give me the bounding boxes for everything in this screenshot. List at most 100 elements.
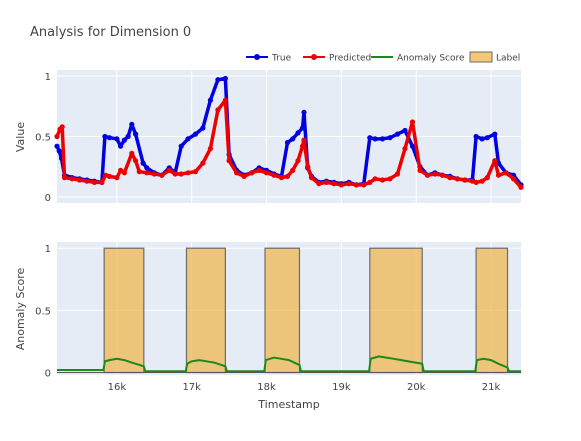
data-point-true: [106, 135, 112, 141]
legend-item-predicted[interactable]: Predicted: [303, 54, 371, 64]
data-point-predicted: [84, 178, 90, 184]
data-point-true: [394, 131, 401, 137]
data-point-true: [367, 135, 373, 141]
data-point-predicted: [207, 146, 213, 152]
y-tick-label: 0: [45, 193, 51, 204]
legend-item-label[interactable]: Label: [469, 51, 520, 64]
data-point-predicted: [290, 167, 296, 173]
data-point-predicted: [338, 182, 344, 188]
data-point-true: [133, 131, 139, 137]
data-point-predicted: [284, 173, 291, 179]
data-point-predicted: [129, 150, 135, 156]
data-point-predicted: [447, 175, 453, 181]
data-point-true: [301, 109, 307, 115]
anomaly-score-line: [57, 355, 521, 373]
data-point-predicted: [323, 179, 329, 185]
data-point-predicted: [518, 184, 524, 190]
legend[interactable]: True Predicted Anomaly Score Label: [246, 51, 520, 64]
data-point-true: [144, 165, 150, 171]
chart-title: Analysis for Dimension 0: [30, 25, 191, 40]
data-point-predicted: [402, 146, 408, 152]
data-point-predicted: [387, 176, 393, 182]
data-point-predicted: [479, 178, 485, 184]
data-point-predicted: [346, 181, 352, 187]
data-point-predicted: [59, 124, 65, 130]
data-point-predicted: [295, 158, 301, 164]
top-panel-y-axis-label: Value: [14, 122, 27, 152]
data-point-predicted: [361, 182, 367, 188]
data-point-predicted: [121, 170, 127, 176]
top-panel-series: [54, 75, 524, 190]
data-point-predicted: [215, 107, 221, 113]
data-point-predicted: [495, 172, 502, 178]
data-point-predicted: [106, 173, 112, 179]
data-point-predicted: [54, 133, 60, 140]
data-point-true: [409, 143, 416, 149]
data-point-predicted: [417, 167, 423, 173]
data-point-predicted: [492, 158, 498, 164]
data-point-true: [215, 77, 221, 83]
x-tick-label: 18k: [257, 382, 276, 393]
label-interval-box: [264, 247, 301, 374]
data-point-true: [387, 135, 393, 141]
data-point-true: [54, 143, 60, 149]
data-point-true: [178, 143, 184, 149]
y-tick-label: 1: [45, 72, 51, 83]
legend-item-true[interactable]: True: [246, 54, 292, 64]
y-tick-label: 1: [45, 244, 51, 255]
bottom-panel-y-ticks: 00.51: [35, 244, 51, 379]
data-point-true: [484, 135, 490, 141]
data-point-true: [402, 127, 408, 134]
data-point-predicted: [424, 172, 431, 178]
data-point-true: [56, 148, 62, 154]
data-point-predicted: [99, 179, 105, 185]
data-point-predicted: [256, 167, 262, 173]
data-point-true: [185, 136, 191, 142]
data-point-predicted: [61, 175, 68, 181]
data-point-predicted: [241, 173, 247, 179]
data-point-predicted: [367, 179, 373, 185]
data-point-true: [114, 136, 120, 142]
legend-marker: [254, 54, 260, 60]
data-point-true: [125, 133, 131, 140]
data-point-predicted: [409, 119, 416, 125]
bottom-panel-label-intervals: [103, 247, 509, 374]
top-panel-y-ticks: 00.51: [35, 72, 51, 204]
data-point-predicted: [133, 158, 139, 164]
data-point-true: [492, 131, 498, 137]
data-point-true: [284, 139, 291, 146]
data-point-predicted: [510, 176, 517, 182]
data-point-predicted: [484, 175, 490, 181]
data-point-predicted: [249, 170, 255, 176]
data-point-predicted: [263, 170, 270, 176]
label-interval-box: [103, 247, 145, 374]
data-point-predicted: [114, 175, 120, 181]
y-tick-label: 0.5: [35, 306, 51, 317]
data-point-predicted: [308, 175, 315, 181]
x-tick-label: 19k: [332, 382, 351, 393]
data-point-predicted: [462, 177, 468, 183]
data-point-true: [102, 133, 108, 140]
bottom-panel-x-ticks: 16k 17k 18k 19k 20k 21k: [108, 382, 501, 393]
data-point-true: [372, 136, 378, 142]
data-point-predicted: [278, 175, 285, 181]
data-point-predicted: [159, 172, 165, 178]
data-point-predicted: [144, 170, 150, 176]
legend-label: True: [271, 54, 292, 64]
data-point-predicted: [136, 169, 142, 175]
data-point-predicted: [192, 169, 199, 175]
x-axis-label: Timestamp: [257, 398, 319, 411]
data-point-predicted: [178, 171, 184, 177]
data-point-predicted: [69, 176, 75, 182]
x-tick-label: 16k: [108, 382, 127, 393]
data-point-true: [299, 125, 306, 131]
legend-label: Predicted: [329, 54, 371, 64]
data-point-predicted: [185, 170, 191, 176]
label-interval-box: [475, 247, 509, 374]
legend-item-anomaly-score[interactable]: Anomaly Score: [371, 54, 465, 64]
data-point-predicted: [353, 182, 359, 188]
x-tick-label: 17k: [182, 382, 201, 393]
data-point-true: [129, 121, 135, 127]
bottom-panel-anomaly-score: [57, 355, 521, 374]
